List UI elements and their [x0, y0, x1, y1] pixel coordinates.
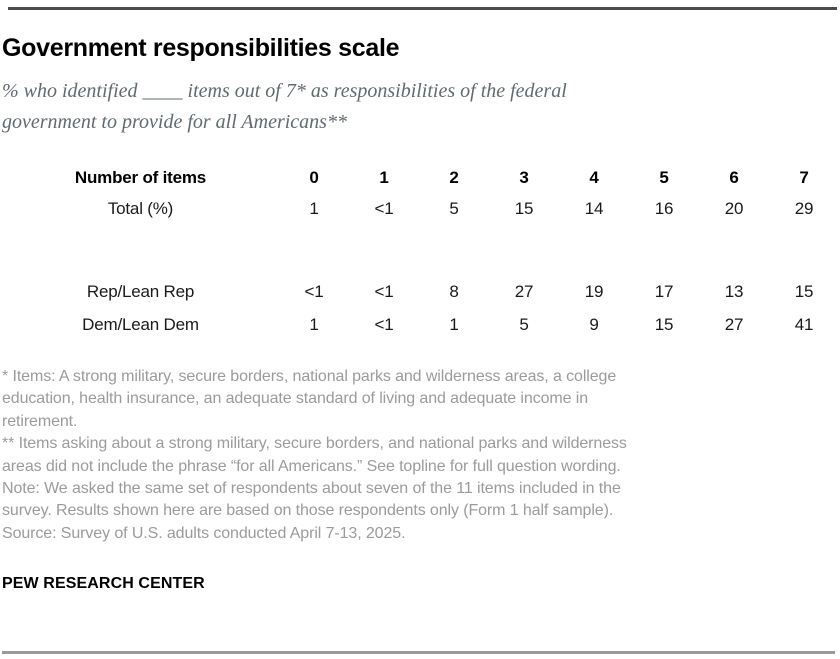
- top-divider: [8, 7, 837, 10]
- row-label-total: Total (%): [107, 198, 174, 218]
- table-cell: 5: [449, 198, 459, 218]
- table-cell: 1: [309, 198, 319, 218]
- table-cell: <1: [374, 281, 394, 301]
- footnote-line: * Items: A strong military, secure borde…: [2, 368, 617, 385]
- col-header-1: 1: [379, 168, 389, 187]
- table-cell: 8: [449, 281, 459, 301]
- col-header-6: 6: [729, 168, 739, 187]
- table-cell: 16: [654, 198, 674, 218]
- table-spacer-row: [2, 225, 839, 275]
- col-header-2: 2: [449, 168, 459, 187]
- col-header-0: 0: [309, 168, 319, 187]
- table-cell: 20: [724, 198, 744, 218]
- row-label-rep: Rep/Lean Rep: [86, 281, 195, 301]
- table-cell: 17: [654, 281, 674, 301]
- table-row-dem: Dem/Lean Dem 1 <1 1 5 9 15 27 41: [2, 308, 839, 341]
- table-cell: 27: [724, 314, 744, 334]
- table-cell: 29: [794, 198, 814, 218]
- responsibilities-table: Number of items 0 1 2 3 4 5 6 7 Total (%…: [2, 164, 839, 341]
- row-label-dem: Dem/Lean Dem: [82, 314, 199, 334]
- table-cell: 13: [724, 281, 744, 301]
- col-header-7: 7: [799, 168, 809, 187]
- subtitle-line-1: % who identified ____ items out of 7* as…: [2, 80, 567, 102]
- table-cell: 15: [654, 314, 674, 334]
- footnote-line: Note: We asked the same set of responden…: [2, 480, 621, 498]
- footnote-line: survey. Results shown here are based on …: [2, 502, 614, 520]
- table-cell: 9: [589, 314, 599, 334]
- table-cell: 19: [584, 281, 604, 301]
- row-header-label: Number of items: [74, 168, 207, 187]
- table-cell: <1: [304, 281, 324, 301]
- chart-subtitle: % who identified ____ items out of 7* as…: [2, 76, 840, 138]
- table-cell: 15: [514, 198, 534, 218]
- table-cell: 14: [584, 198, 604, 218]
- table-header-row: Number of items 0 1 2 3 4 5 6 7: [2, 164, 839, 192]
- col-header-3: 3: [519, 168, 529, 187]
- table-cell: 27: [514, 281, 534, 301]
- footnote-line: education, health insurance, an adequate…: [2, 390, 589, 408]
- col-header-5: 5: [659, 168, 669, 187]
- footnote-line: Source: Survey of U.S. adults conducted …: [2, 524, 406, 542]
- table-cell: 41: [794, 314, 814, 334]
- footnote-line: retirement.: [2, 412, 78, 430]
- table-cell: 15: [794, 281, 814, 301]
- footnote-line: ** Items asking about a strong military,…: [2, 435, 627, 453]
- page-title: Government responsibilities scale: [2, 34, 400, 62]
- table-row-rep: Rep/Lean Rep <1 <1 8 27 19 17 13 15: [2, 275, 839, 308]
- table-cell: <1: [374, 198, 394, 218]
- footnote-line: areas did not include the phrase “for al…: [2, 457, 621, 475]
- pew-research-center-branding: PEW RESEARCH CENTER: [2, 575, 205, 593]
- table-cell: 1: [449, 314, 459, 334]
- footnotes: * Items: A strong military, secure borde…: [2, 366, 840, 545]
- col-header-4: 4: [589, 168, 599, 187]
- table-cell: 5: [519, 314, 529, 334]
- table-cell: <1: [374, 314, 394, 334]
- subtitle-line-2: government to provide for all Americans*…: [2, 111, 347, 133]
- table-cell: 1: [309, 314, 319, 334]
- bottom-divider: [2, 651, 835, 654]
- table-row-total: Total (%) 1 <1 5 15 14 16 20 29: [2, 192, 839, 225]
- spacer-cell: [2, 225, 839, 275]
